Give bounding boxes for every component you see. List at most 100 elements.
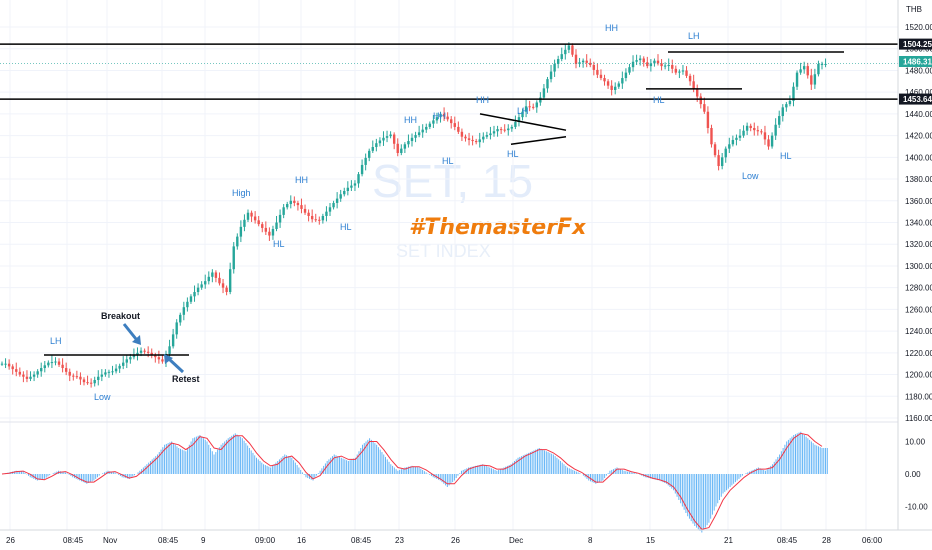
candle-body [7, 363, 11, 367]
candle-body [50, 362, 54, 364]
candle-body [824, 63, 827, 65]
candle-body [196, 287, 200, 293]
level-price-label: 1504.25 [903, 40, 932, 49]
candle-body [11, 366, 14, 370]
annotation-hh3: HH [433, 111, 446, 121]
candle-body [79, 376, 82, 380]
candle-body [75, 376, 79, 378]
candle-body [535, 102, 538, 108]
time-tick-label: Dec [509, 536, 523, 545]
candle-body [653, 60, 656, 64]
candle-body [332, 202, 335, 208]
annotation-hl6: HL [780, 151, 792, 161]
triangle-upper-line [479, 113, 567, 131]
candle-body [421, 129, 424, 133]
candle-body [574, 54, 578, 64]
candle-body [624, 72, 628, 79]
currency-label: THB [906, 5, 922, 14]
price-tick-label: 1200.00 [905, 371, 932, 380]
candle-body [389, 134, 392, 137]
time-tick-label: 08:45 [777, 536, 798, 545]
candle-body [731, 139, 735, 145]
annotation-hh2: HH [404, 115, 417, 125]
candle-body [97, 376, 100, 380]
time-axis[interactable]: 26 08:45 Nov 08:45 9 09:00 16 08:45 23 26 Dec 8 15 21… [6, 536, 883, 545]
candle-body [696, 88, 699, 97]
candle-body [296, 202, 300, 206]
candle-body [282, 207, 285, 215]
level-price-tag [899, 38, 932, 50]
candle-body [29, 376, 32, 379]
candle-body [275, 222, 278, 230]
candle-body [685, 70, 688, 76]
candle-body [214, 272, 218, 278]
annotation-lh1: LH [50, 336, 62, 346]
candle-body [596, 69, 599, 75]
price-tick-label: 1420.00 [905, 132, 932, 141]
candle-body [631, 61, 635, 68]
candle-body [243, 219, 246, 227]
candle-body [720, 157, 724, 167]
candle-body [22, 374, 25, 377]
candle-body [482, 136, 485, 140]
time-tick-label: 06:00 [862, 536, 883, 545]
brand-text: #ThemasterFx [409, 215, 587, 240]
candle-body [43, 365, 46, 369]
candle-body [414, 135, 417, 138]
time-tick-label: 08:45 [158, 536, 179, 545]
candle-body [150, 352, 153, 356]
candle-body [678, 71, 681, 73]
time-tick-label: 09:00 [255, 536, 276, 545]
candle-body [385, 136, 389, 138]
candle-body [581, 60, 585, 63]
time-tick-label: 23 [395, 536, 404, 545]
price-tick-label: 1340.00 [905, 219, 932, 228]
candle-body [471, 139, 474, 142]
candle-body [93, 379, 96, 384]
candle-body [321, 215, 325, 221]
candle-body [410, 137, 414, 142]
candle-body [193, 292, 196, 297]
candle-body [614, 86, 617, 90]
annotation-hl1: HL [273, 239, 285, 249]
candle-body [717, 155, 720, 167]
candle-body [763, 132, 767, 140]
annotation-lh3: LH [688, 31, 700, 41]
candle-body [510, 126, 514, 129]
candle-body [253, 216, 257, 221]
annotation-high: High [232, 188, 251, 198]
candle-body [307, 212, 310, 216]
name-watermark: SET INDEX [396, 241, 491, 261]
price-tick-label: 1160.00 [905, 414, 932, 423]
candle-body [32, 374, 36, 377]
candle-body [218, 277, 221, 284]
candle-body [171, 334, 175, 347]
candle-body [286, 204, 289, 208]
price-tick-label: 1220.00 [905, 349, 932, 358]
current-price-tag [899, 56, 932, 67]
price-tick-label: 1320.00 [905, 240, 932, 249]
candle-body [770, 135, 774, 147]
candle-body [57, 361, 61, 365]
candle-body [396, 143, 399, 153]
candle-body [539, 97, 542, 103]
price-axis[interactable]: 1160.00 1180.00 1200.00 1220.00 1240.00 1260.… [899, 23, 932, 423]
candle-body [118, 365, 121, 369]
retest-arrow [167, 357, 185, 374]
candle-body [749, 125, 752, 129]
time-tick-label: 21 [724, 536, 733, 545]
candle-body [492, 131, 496, 134]
candle-body [692, 81, 695, 89]
candle-body [813, 74, 817, 85]
price-tick-label: 1520.00 [905, 23, 932, 32]
candle-body [656, 60, 660, 64]
macd-axis[interactable]: 10.00 0.00 -10.00 [905, 438, 928, 512]
time-tick-label: 28 [822, 536, 831, 545]
candle-body [688, 75, 692, 82]
candle-body [810, 75, 813, 85]
macd-panel [0, 421, 898, 533]
candle-body [371, 147, 374, 151]
candle-body [699, 96, 702, 105]
candle-body [610, 85, 613, 90]
